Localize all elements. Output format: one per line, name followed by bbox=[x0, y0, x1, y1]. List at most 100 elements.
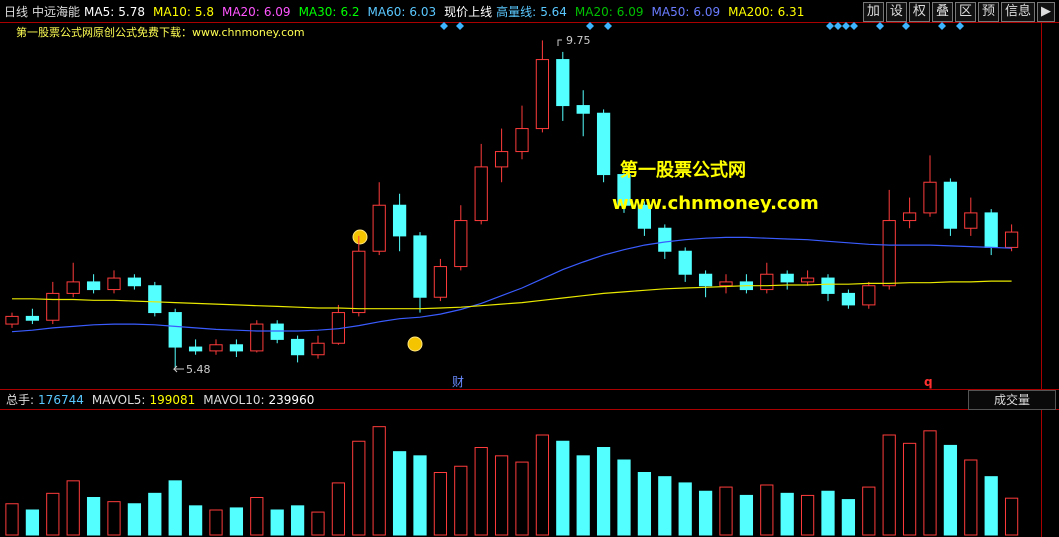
volume-bar bbox=[392, 451, 407, 536]
legend-value: 6.09 bbox=[616, 5, 644, 19]
volume-bar bbox=[923, 430, 937, 536]
volume-bar bbox=[617, 459, 631, 536]
tool-button[interactable]: 预 bbox=[977, 2, 999, 22]
candle-body bbox=[188, 346, 203, 352]
top-legend: 日线 中远海能 MA5: 5.78 MA10: 5.8 MA20: 6.09 MA30: 6.2 M… bbox=[4, 4, 812, 20]
volume-bar bbox=[433, 472, 448, 536]
volume-bar bbox=[25, 509, 40, 536]
volume-bar bbox=[515, 461, 529, 536]
volume-bar bbox=[352, 440, 366, 536]
volume-bar bbox=[596, 447, 611, 536]
candle-body bbox=[596, 112, 611, 176]
candle-body bbox=[392, 204, 407, 237]
candle-body bbox=[698, 273, 713, 287]
candle-body bbox=[86, 281, 101, 291]
volume-bar bbox=[698, 490, 713, 536]
tool-button[interactable]: 叠 bbox=[931, 2, 953, 22]
volume-bar bbox=[331, 482, 346, 536]
legend-label: MA200: bbox=[728, 5, 774, 19]
candle-body bbox=[372, 204, 386, 252]
volume-bar bbox=[474, 447, 488, 536]
candle-body bbox=[290, 338, 305, 356]
candle-body bbox=[250, 323, 264, 352]
candle-body bbox=[719, 281, 733, 287]
legend-label: MA30: bbox=[298, 5, 337, 19]
volume-bar bbox=[413, 455, 427, 536]
candle-body bbox=[66, 281, 80, 294]
tool-button[interactable]: 加 bbox=[862, 2, 884, 22]
candle-body bbox=[576, 105, 590, 114]
volume-bar bbox=[556, 440, 570, 536]
max-label: 9.75 bbox=[566, 34, 591, 47]
toolbar: 加设权叠区预信息 ▶ bbox=[861, 2, 1055, 22]
volume-bar bbox=[943, 444, 958, 536]
candle-body bbox=[964, 212, 978, 229]
volume-bar bbox=[270, 509, 284, 536]
tool-button[interactable]: 区 bbox=[954, 2, 976, 22]
volume-bar bbox=[290, 505, 305, 536]
candle-body bbox=[494, 151, 509, 168]
volume-bar bbox=[66, 480, 80, 536]
candle-body bbox=[209, 344, 223, 352]
volume-bar bbox=[576, 455, 590, 536]
volume-bar bbox=[372, 426, 386, 536]
volume-legend: 总手: 176744 MAVOL5: 199081 MAVOL10: 239960 bbox=[6, 392, 322, 408]
candle-body bbox=[760, 273, 774, 291]
candle-body bbox=[800, 277, 815, 283]
legend-label: 高量线: bbox=[496, 5, 537, 19]
watermark: 第一股票公式网 bbox=[620, 159, 746, 181]
volume-bar bbox=[719, 486, 733, 536]
legend-label: MA20: bbox=[221, 5, 260, 19]
tool-button[interactable]: 信息 bbox=[1000, 2, 1035, 22]
volume-label: 总手: bbox=[6, 393, 35, 407]
legend-value: 6.31 bbox=[777, 5, 805, 19]
volume-bar bbox=[862, 486, 876, 536]
candle-body bbox=[148, 285, 162, 314]
volume-bar bbox=[760, 484, 774, 536]
volume-bar bbox=[902, 442, 917, 536]
volume-bar bbox=[678, 482, 692, 536]
legend-value: 6.09 bbox=[263, 5, 291, 19]
expand-button[interactable]: ▶ bbox=[1037, 2, 1055, 22]
subtitle: 第一股票公式网原创公式免费下载：www.chnmoney.com bbox=[16, 26, 305, 39]
tool-button[interactable]: 设 bbox=[885, 2, 907, 22]
volume-bar bbox=[188, 505, 203, 536]
candle-body bbox=[168, 312, 182, 348]
candle-body bbox=[107, 277, 121, 291]
volume-bar bbox=[209, 509, 223, 536]
volume-bar bbox=[964, 459, 978, 536]
indicator-selector[interactable]: 成交量 bbox=[968, 390, 1056, 410]
candle-body bbox=[311, 342, 325, 356]
candle-body bbox=[535, 59, 550, 130]
candle-body bbox=[515, 128, 529, 153]
candle-body bbox=[678, 250, 692, 275]
watermark: www.chnmoney.com bbox=[612, 193, 819, 214]
candle-body bbox=[229, 344, 244, 352]
volume-bar bbox=[637, 472, 652, 536]
volume-label: MAVOL10: bbox=[203, 393, 265, 407]
legend-value: 6.09 bbox=[693, 5, 721, 19]
volume-bar bbox=[882, 434, 896, 536]
volume-bar bbox=[86, 497, 101, 536]
tool-button[interactable]: 权 bbox=[908, 2, 930, 22]
stock-name: 中远海能 bbox=[32, 5, 81, 19]
candle-body bbox=[882, 220, 896, 287]
candle-body bbox=[780, 273, 794, 283]
candle-body bbox=[862, 285, 876, 306]
legend-value: 5.64 bbox=[540, 5, 567, 19]
candle-body bbox=[841, 292, 856, 306]
legend-label: MA50: bbox=[651, 5, 690, 19]
volume-label: MAVOL5: bbox=[91, 393, 146, 407]
candle-body bbox=[617, 174, 631, 206]
coin-marker bbox=[407, 336, 423, 352]
candle-body bbox=[943, 181, 958, 229]
candle-body bbox=[433, 266, 448, 298]
legend-label: MA5: bbox=[84, 5, 115, 19]
volume-bar bbox=[311, 511, 325, 536]
legend-value: 6.2 bbox=[340, 5, 360, 19]
candle-body bbox=[5, 315, 19, 325]
volume-bar bbox=[984, 476, 998, 536]
legend-label: MA60: bbox=[367, 5, 406, 19]
